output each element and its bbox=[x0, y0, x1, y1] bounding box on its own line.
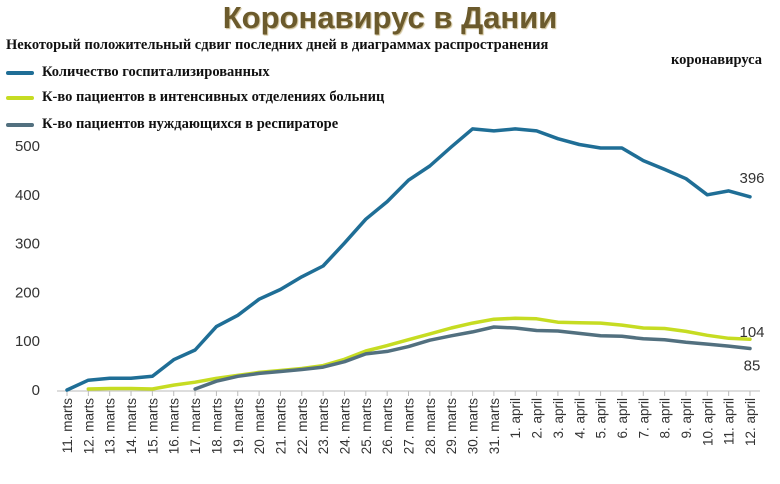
x-tick-label: 24. marts bbox=[337, 398, 352, 455]
legend-swatch-hospitalized bbox=[6, 70, 34, 75]
y-tick-label: 500 bbox=[15, 138, 40, 155]
x-tick-label: 11. marts bbox=[60, 398, 75, 454]
legend-item-intensive-care: К-во пациентов в интенсивных отделениях … bbox=[6, 89, 384, 106]
x-tick-label: 23. marts bbox=[316, 398, 331, 455]
x-tick-label: 16. marts bbox=[167, 398, 182, 455]
x-tick-label: 9. april bbox=[679, 398, 694, 439]
x-tick-label: 1. april bbox=[508, 398, 523, 439]
x-tick-label: 22. marts bbox=[295, 398, 310, 455]
x-tick-label: 13. marts bbox=[103, 398, 118, 455]
chart-subtitle-continued: коронавируса bbox=[670, 52, 762, 68]
x-tick-label: 17. marts bbox=[188, 398, 203, 455]
x-tick-label: 28. marts bbox=[423, 398, 438, 455]
x-tick-label: 14. marts bbox=[124, 398, 139, 455]
x-tick-label: 3. april bbox=[551, 398, 566, 439]
chart-subtitle: Некоторый положительный сдвиг последних … bbox=[6, 37, 549, 53]
x-tick-label: 5. april bbox=[594, 398, 609, 439]
x-tick-label: 6. april bbox=[615, 398, 630, 439]
x-tick-label: 10. april bbox=[700, 398, 715, 446]
series-line-2 bbox=[193, 325, 752, 391]
x-tick-label: 4. april bbox=[572, 398, 587, 439]
x-tick-label: 7. april bbox=[636, 398, 651, 439]
legend-label-intensive-care: К-во пациентов в интенсивных отделениях … bbox=[42, 89, 385, 105]
legend-label-hospitalized: Количество госпитализированных bbox=[42, 64, 270, 80]
legend-item-hospitalized: Количество госпитализированных bbox=[6, 64, 270, 81]
y-tick-label: 300 bbox=[15, 236, 40, 253]
x-tick-label: 29. marts bbox=[444, 398, 459, 455]
legend-swatch-intensive-care bbox=[6, 95, 34, 100]
legend-item-respirator: К-во пациентов нуждающихся в респираторе bbox=[6, 116, 338, 133]
chart-title: Коронавирус в Дании bbox=[222, 0, 558, 35]
legend-swatch-respirator bbox=[6, 122, 34, 127]
legend-label-respirator: К-во пациентов нуждающихся в респираторе bbox=[42, 116, 339, 132]
y-tick-label: 200 bbox=[15, 284, 40, 301]
y-tick-label: 400 bbox=[15, 187, 40, 204]
data-label-end: 396 bbox=[739, 170, 764, 187]
x-tick-label: 27. marts bbox=[402, 398, 417, 455]
x-tick-label: 15. marts bbox=[145, 398, 160, 455]
series-line-1 bbox=[86, 316, 752, 391]
x-tick-label: 19. marts bbox=[231, 398, 246, 455]
x-tick-label: 2. april bbox=[530, 398, 545, 439]
data-label-end: 85 bbox=[744, 358, 761, 375]
x-tick-label: 18. marts bbox=[209, 398, 224, 455]
x-tick-label: 21. marts bbox=[273, 398, 288, 455]
x-tick-label: 30. marts bbox=[466, 398, 481, 455]
x-tick-label: 12. marts bbox=[81, 398, 96, 455]
x-tick-label: 11. april bbox=[722, 398, 737, 445]
x-tick-label: 8. april bbox=[658, 398, 673, 439]
x-tick-label: 26. marts bbox=[380, 398, 395, 455]
x-tick-label: 12. april bbox=[743, 398, 758, 446]
data-label-end: 104 bbox=[739, 324, 764, 341]
y-tick-label: 100 bbox=[15, 333, 40, 350]
y-tick-label: 0 bbox=[32, 382, 40, 399]
x-tick-label: 20. marts bbox=[252, 398, 267, 455]
x-tick-label: 31. marts bbox=[487, 398, 502, 455]
series-line-0 bbox=[65, 127, 752, 392]
x-tick-label: 25. marts bbox=[359, 398, 374, 455]
